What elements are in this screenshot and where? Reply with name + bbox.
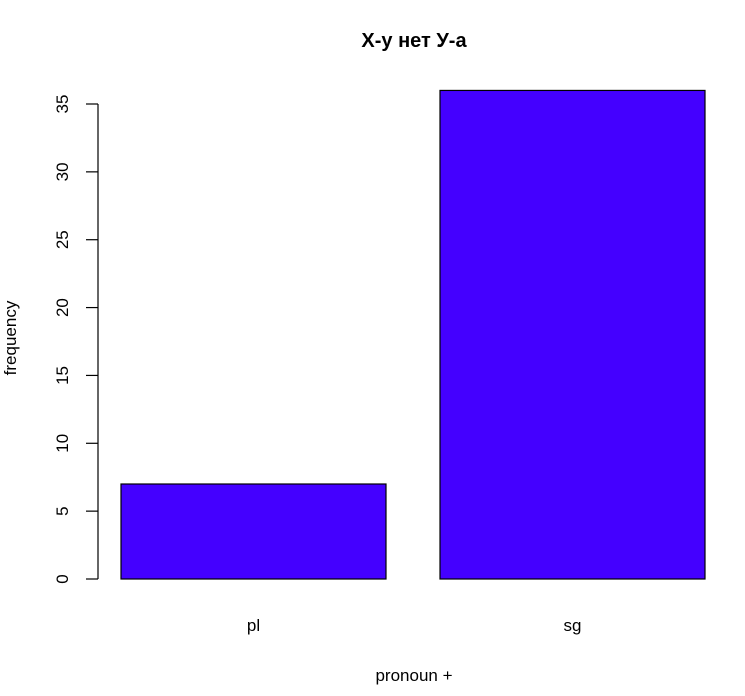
y-tick-label: 30 <box>53 162 72 181</box>
y-tick-label: 0 <box>53 574 72 583</box>
bars-group <box>120 89 706 580</box>
bar-sg <box>439 89 706 580</box>
y-axis-label: frequency <box>1 300 20 375</box>
y-tick-label: 15 <box>53 366 72 385</box>
bar-pl <box>120 483 387 580</box>
chart-title: Х-у нет У-а <box>361 30 467 52</box>
y-axis: 0 5 10 15 20 25 30 35 <box>53 95 99 584</box>
x-tick-label-pl: pl <box>247 616 260 635</box>
y-tick-label: 25 <box>53 230 72 249</box>
x-axis-label: pronoun + <box>375 666 452 685</box>
y-tick-label: 10 <box>53 434 72 453</box>
y-tick-label: 20 <box>53 298 72 317</box>
x-tick-labels: pl sg <box>247 616 582 635</box>
y-tick-label: 5 <box>53 506 72 515</box>
x-tick-label-sg: sg <box>564 616 582 635</box>
y-tick-label: 35 <box>53 95 72 114</box>
